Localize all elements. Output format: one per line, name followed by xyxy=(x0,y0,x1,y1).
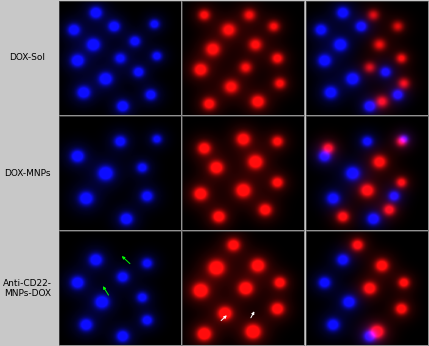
Text: Anti-CD22-
MNPs-DOX: Anti-CD22- MNPs-DOX xyxy=(3,279,52,298)
Text: DOX-Sol: DOX-Sol xyxy=(9,53,45,62)
Text: DOX-MNPs: DOX-MNPs xyxy=(4,169,51,177)
